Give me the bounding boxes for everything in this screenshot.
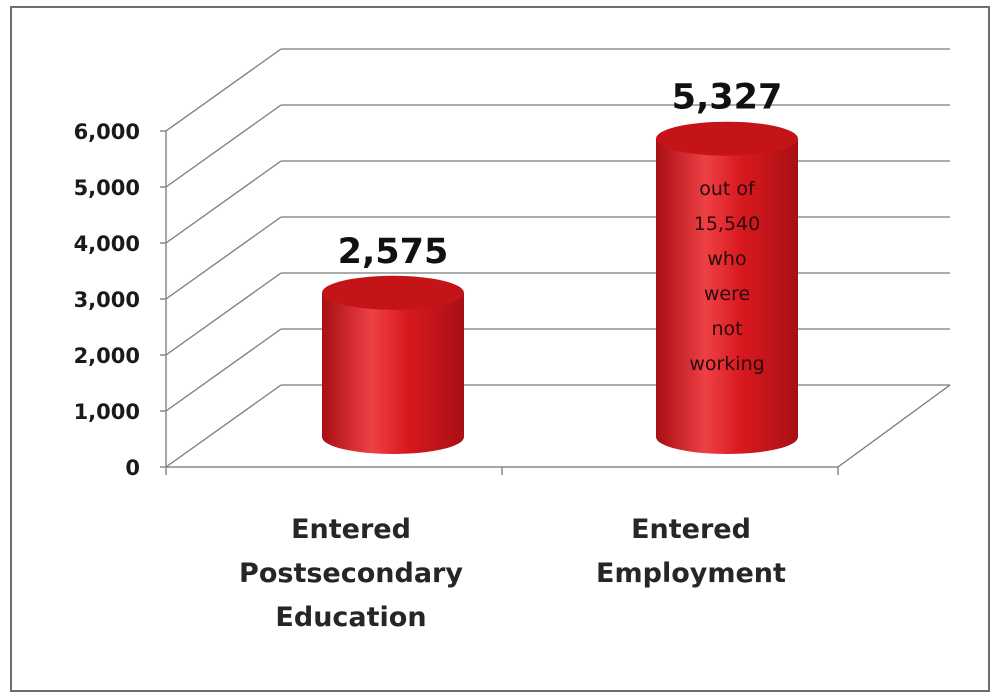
- bar-note-line: not: [711, 318, 742, 340]
- y-tick-label: 3,000: [74, 288, 140, 312]
- category-label-line: Entered: [631, 514, 751, 545]
- category-label-line: Employment: [596, 558, 786, 589]
- bar-body: [656, 138, 798, 455]
- bar-note-line: 15,540: [694, 213, 760, 235]
- y-tick-label: 6,000: [74, 120, 140, 144]
- y-tick-label: 1,000: [74, 400, 140, 424]
- y-axis-tick-labels: 0 1,000 2,000 3,000 4,000 5,000 6,000: [74, 120, 140, 480]
- y-tick-label: 0: [125, 456, 140, 480]
- grid-line-side: [165, 272, 282, 356]
- bar-2: [656, 121, 798, 455]
- grid-line-side: [165, 104, 282, 188]
- bar-top-cap: [656, 121, 798, 156]
- grid-lines: [165, 48, 950, 412]
- data-label: 2,575: [338, 232, 449, 272]
- grid-line-side: [165, 216, 282, 300]
- floor-edge-right: [837, 384, 951, 468]
- data-labels: 2,575 5,327 out of 15,540 who were not working: [338, 78, 783, 375]
- axes: [160, 130, 951, 475]
- bar-1: [322, 275, 464, 454]
- y-tick-label: 5,000: [74, 176, 140, 200]
- bar-body: [322, 292, 464, 454]
- bar-note-line: who: [707, 248, 746, 270]
- y-tick-label: 4,000: [74, 232, 140, 256]
- bar-top-cap: [322, 275, 464, 310]
- category-label-line: Postsecondary: [239, 558, 463, 589]
- bars: [322, 121, 798, 455]
- bar-note-line: working: [689, 353, 764, 375]
- grid-line-side: [165, 160, 282, 244]
- x-axis-category-labels: Entered Postsecondary Education Entered Empl…: [239, 514, 786, 633]
- bar-note-line: were: [704, 283, 750, 305]
- bar-note-line: out of: [699, 178, 756, 200]
- y-tick-label: 2,000: [74, 344, 140, 368]
- data-label: 5,327: [672, 78, 783, 118]
- grid-line-side: [165, 328, 282, 412]
- grid-line-side: [165, 48, 282, 132]
- floor-edge-left: [165, 384, 282, 468]
- category-label-line: Entered: [291, 514, 411, 545]
- category-label-line: Education: [275, 602, 426, 633]
